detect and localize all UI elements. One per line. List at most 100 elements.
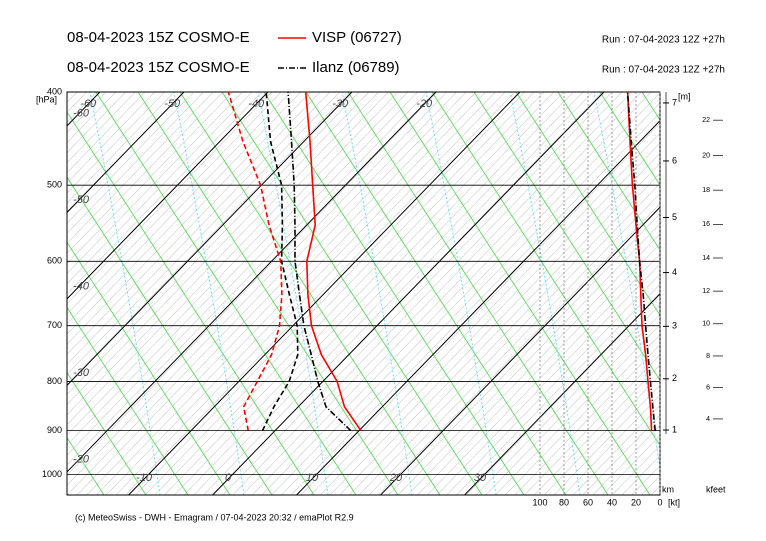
isotherm-label: -60: [80, 98, 97, 110]
y-tick-label: 400: [47, 86, 62, 96]
legend-name: Ilanz (06789): [312, 59, 400, 76]
isotherm: [128, 92, 521, 495]
wind-tick-label: 20: [631, 497, 641, 507]
wind-tick-label: 40: [607, 497, 617, 507]
wind-tick-label: 60: [583, 497, 593, 507]
dry-adiabat: [515, 92, 660, 317]
wind-tick-label: 100: [532, 497, 547, 507]
dry-adiabat: [389, 92, 651, 495]
dry-adiabat: [137, 92, 399, 495]
dry-adiabat: [67, 371, 147, 495]
y-axis-label: [hPa]: [36, 94, 57, 104]
run-label: Run : 07-04-2023 12Z +27h: [602, 65, 725, 76]
feet-tick-label: 16: [702, 221, 710, 228]
dry-adiabat: [67, 241, 231, 495]
moist-adiabat: [173, 92, 245, 495]
isotherm: [67, 92, 353, 387]
isotherm-label: -50: [164, 98, 181, 110]
isotherm-label: -30: [73, 367, 90, 379]
height-tick-label: 6: [672, 155, 677, 165]
isotherm-label: -20: [416, 98, 433, 110]
dry-adiabat: [305, 92, 567, 495]
height-tick-label: 1: [672, 424, 677, 434]
dewpoint-profile: [227, 91, 283, 431]
moist-adiabat: [509, 92, 581, 495]
dry-adiabat: [221, 92, 483, 495]
dry-adiabat: [67, 176, 273, 495]
feet-tick-label: 6: [706, 385, 710, 392]
feet-tick-label: 18: [702, 187, 710, 194]
y-tick-label: 500: [47, 180, 62, 190]
isotherm: [380, 206, 660, 495]
y-tick-label: 600: [47, 256, 62, 266]
dry-adiabat: [0, 92, 20, 495]
moist-adiabat: [425, 92, 497, 495]
feet-label: kfeet: [706, 484, 726, 494]
feet-tick-label: 14: [702, 255, 710, 262]
hatch-background: [67, 92, 660, 495]
dry-adiabat: [726, 92, 766, 495]
dry-adiabat: [347, 92, 609, 495]
feet-tick-label: 12: [702, 288, 710, 295]
isotherm: [67, 92, 437, 473]
dewpoint-profile: [261, 91, 299, 431]
dry-adiabat: [557, 92, 660, 251]
footer: (c) MeteoSwiss - DWH - Emagram / 07-04-2…: [75, 512, 354, 522]
feet-tick-label: 8: [706, 353, 710, 360]
y-tick-label: 700: [47, 320, 62, 330]
dry-adiabat: [67, 306, 189, 495]
y-tick-label: 1000: [42, 469, 62, 479]
feet-tick-label: 4: [706, 416, 710, 423]
isotherm-label: -50: [73, 194, 90, 206]
isotherm-label: 0: [225, 472, 232, 484]
wind-label: [kt]: [668, 497, 680, 507]
wind-speed-profile: [626, 91, 656, 431]
isotherm: [464, 293, 660, 495]
wind-speed-profile: [626, 91, 653, 431]
moist-adiabat: [341, 92, 413, 495]
isotherm-label: -30: [332, 98, 349, 110]
moist-adiabat: [593, 92, 660, 472]
dry-adiabat: [431, 92, 660, 447]
height-label: [m]: [678, 91, 691, 101]
y-tick-label: 800: [47, 376, 62, 386]
dry-adiabat: [179, 92, 441, 495]
dry-adiabat: [67, 111, 315, 495]
isotherm-label: -40: [248, 98, 265, 110]
isotherm: [67, 92, 269, 300]
isotherm-label: 10: [306, 472, 319, 484]
height-tick-label: 4: [672, 267, 677, 277]
height-tick-label: 5: [672, 212, 677, 222]
feet-tick-label: 20: [702, 152, 710, 159]
dry-adiabat: [95, 92, 357, 495]
model-label: 08-04-2023 15Z COSMO-E: [67, 59, 250, 76]
y-tick-label: 900: [47, 425, 62, 435]
isotherm-label: -20: [73, 453, 90, 465]
wind-tick-label: 0: [657, 497, 662, 507]
height-unit: km: [662, 484, 674, 494]
temperature-profile: [287, 91, 352, 432]
height-tick-label: 3: [672, 321, 677, 331]
isotherm-label: 20: [389, 472, 403, 484]
isotherm: [296, 120, 660, 495]
height-tick-label: 2: [672, 373, 677, 383]
feet-tick-label: 10: [702, 321, 710, 328]
background-lines: [0, 92, 766, 495]
dry-adiabat: [599, 92, 660, 186]
isotherm-label: -10: [136, 472, 153, 484]
run-label: Run : 07-04-2023 12Z +27h: [602, 35, 725, 46]
feet-tick-label: 22: [702, 117, 710, 124]
isotherm: [212, 92, 605, 495]
dry-adiabat: [684, 92, 766, 495]
legend-name: VISP (06727): [312, 29, 402, 46]
moist-adiabat: [257, 92, 329, 495]
moist-adiabat: [762, 92, 766, 495]
dry-adiabat: [473, 92, 660, 382]
temperature-profile: [304, 91, 362, 432]
dry-adiabat: [263, 92, 525, 495]
height-tick-label: 7: [672, 97, 677, 107]
moist-adiabat: [89, 92, 161, 495]
isotherm-label: -60: [73, 107, 90, 119]
